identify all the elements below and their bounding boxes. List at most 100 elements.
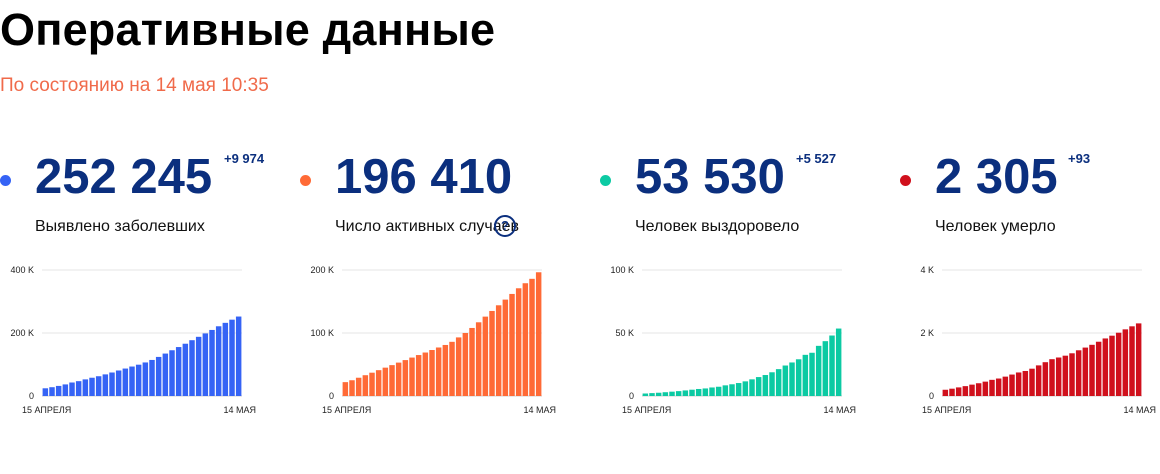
bar [795,359,802,396]
bar [1109,335,1115,396]
y-tick-label: 0 [629,391,634,401]
bar [655,392,662,396]
bar [789,362,795,396]
bar [355,377,362,396]
bar [1002,376,1009,396]
bar [1102,338,1109,396]
bar [1075,350,1082,396]
help-icon[interactable]: ? [494,215,516,237]
bar [1062,355,1069,396]
y-tick-label: 2 K [920,328,934,338]
bar [989,379,995,396]
bar [809,352,815,396]
x-tick-label-end: 14 МАЯ [823,405,856,415]
bar [122,368,129,396]
bar [375,370,382,396]
bar [142,362,149,396]
bar [215,326,222,396]
bar [829,335,835,396]
bar [669,391,675,396]
bar [675,391,682,396]
bar [369,372,375,396]
bar [962,386,969,396]
y-tick-label: 0 [29,391,34,401]
bar [222,322,229,396]
legend-dot [900,175,911,186]
stat-delta: +9 974 [224,151,265,166]
bar [495,305,502,396]
bar [515,288,522,396]
bar [529,278,535,396]
bar [402,360,409,396]
chart-active: 0 100 K 200 K 15 АПРЕЛЯ 14 МАЯ [310,265,556,415]
bar [1082,347,1089,396]
bar [835,328,842,396]
bar [762,375,769,396]
bar [942,389,949,396]
bar [729,384,735,396]
bar [1035,365,1042,396]
bar [735,383,742,396]
bar [175,347,182,396]
bar [55,385,62,396]
bar [455,337,462,396]
bar [742,381,749,396]
stat-value: 2 305 [935,150,1058,204]
bar [822,341,829,396]
stat-label: Человек выздоровело [635,218,800,235]
bar [115,370,122,396]
bar [382,367,389,396]
bar [349,380,355,396]
legend-dot [0,175,11,186]
bar [209,329,215,396]
bar [1022,370,1029,396]
bar [109,372,115,396]
bar [1122,329,1129,396]
y-tick-label: 4 K [920,265,934,275]
bar [475,322,482,396]
bar [102,374,109,396]
bar [169,350,175,396]
bar [469,327,475,396]
bar [395,362,402,396]
y-tick-label: 400 K [10,265,34,275]
bar [749,379,755,396]
legend-dot [600,175,611,186]
chart-deaths: 0 2 K 4 K 15 АПРЕЛЯ 14 МАЯ [920,265,1156,415]
bar [995,378,1002,396]
bar [449,341,455,396]
bar [642,393,649,396]
bar [235,316,242,396]
bar [89,377,95,396]
x-tick-label-start: 15 АПРЕЛЯ [622,405,671,415]
bar [949,388,955,396]
bar [149,359,155,396]
bar [229,319,235,396]
update-timestamp: По состоянию на 14 мая 10:35 [0,75,269,96]
bar [695,388,702,396]
bar [755,377,762,396]
bar [435,347,442,396]
bar [1129,326,1135,396]
bar [649,393,655,396]
bar [769,372,775,396]
bar [1042,362,1049,396]
bar [522,283,529,396]
bar [982,381,989,396]
chart-cases: 0 200 K 400 K 15 АПРЕЛЯ 14 МАЯ [10,265,256,415]
bar [1089,344,1095,396]
stat-delta: +5 527 [796,151,837,166]
bar [182,343,189,396]
bar [442,344,449,396]
legend-dot [300,175,311,186]
stat-active: 196 410 Число активных случаев ? 0 100 K 2… [300,150,590,430]
bar [702,388,709,396]
x-tick-label-start: 15 АПРЕЛЯ [22,405,71,415]
bar [682,390,689,396]
bar [502,299,509,396]
y-tick-label: 100 K [310,328,334,338]
x-tick-label-end: 14 МАЯ [223,405,256,415]
bar [135,364,142,396]
bar [429,350,435,396]
x-tick-label-start: 15 АПРЕЛЯ [322,405,371,415]
